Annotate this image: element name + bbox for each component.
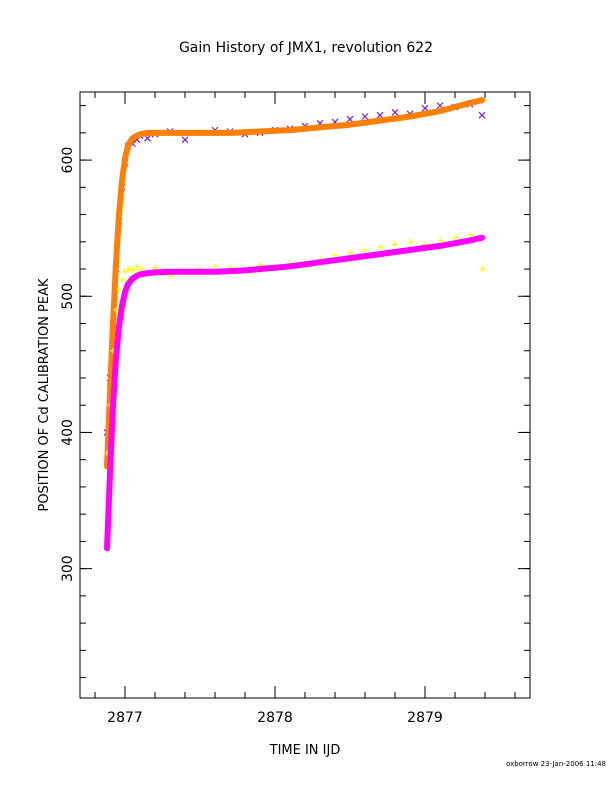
series-3-point: [377, 244, 383, 251]
axes: 2877 2878 2879 300 400 500 600: [60, 91, 531, 726]
y-tick-label: 400: [60, 419, 76, 446]
x-tick-label: 2878: [257, 710, 293, 726]
series-3-point: [125, 266, 131, 273]
series-1-point: [376, 111, 384, 119]
series-3-point: [362, 246, 368, 253]
chart-title: Gain History of JMX1, revolution 622: [179, 40, 433, 56]
series-3-point: [407, 238, 413, 245]
series-3-point: [347, 249, 353, 256]
series-3-point: [134, 263, 140, 270]
series-1-point: [391, 109, 399, 116]
series-2: [104, 97, 485, 470]
series-4: [104, 234, 485, 552]
series-3-point: [129, 267, 136, 274]
series-3-point: [116, 286, 122, 293]
series-1-point: [181, 136, 189, 144]
x-tick-label: 2879: [407, 710, 443, 726]
x-axis-label: TIME IN IJD: [269, 743, 341, 758]
plot-area: [103, 97, 486, 552]
series-1-point: [346, 115, 354, 123]
series-3-point: [392, 241, 398, 248]
y-axis-label: POSITION OF Cd CALIBRATION PEAK: [37, 278, 52, 511]
series-3: [104, 231, 485, 456]
footer-timestamp: oxborrow 23-Jan-2006 11:48: [506, 760, 606, 768]
x-tick-label: 2877: [107, 710, 143, 726]
series-3-point: [467, 231, 473, 238]
series-1-point: [144, 134, 151, 142]
series-1-point: [478, 111, 486, 119]
series-3-point: [137, 266, 143, 273]
y-tick-label: 600: [60, 147, 76, 174]
series-3-point: [452, 234, 458, 241]
series-1-point: [421, 104, 429, 112]
y-tick-label: 500: [60, 283, 76, 310]
series-2-line: [104, 97, 485, 470]
series-3-point: [479, 266, 485, 273]
series-3-point: [122, 268, 128, 275]
series-3-point: [437, 237, 443, 244]
series-4-line: [104, 234, 485, 552]
plot-frame: [79, 91, 531, 699]
series-3-point: [113, 306, 119, 313]
series-3-point: [119, 276, 125, 283]
y-tick-label: 300: [60, 555, 76, 582]
series-1-point: [361, 113, 369, 120]
series-3-point: [212, 263, 218, 270]
